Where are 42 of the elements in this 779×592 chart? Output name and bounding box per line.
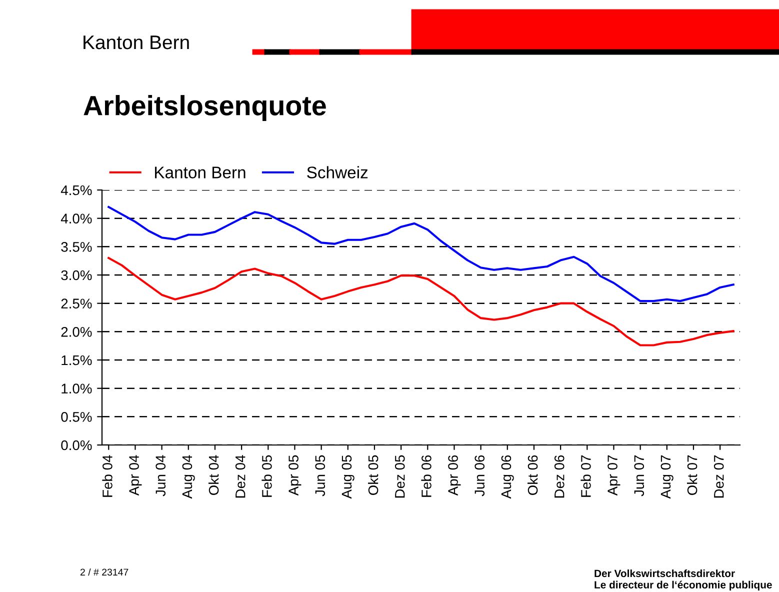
- text: Der Volkswirtschaftsdirektor Le directeur de l‘économie publique: [594, 569, 772, 591]
- x-tick-label: Jun 07: [634, 455, 644, 496]
- x-tick-label: Okt 07: [687, 455, 698, 495]
- line-series: [108, 256, 734, 346]
- y-tick-label: 3.0%: [61, 270, 92, 280]
- x-tick-label: Aug 07: [660, 455, 674, 499]
- x-tick-label: Aug 05: [342, 455, 354, 499]
- y-tick-label: 4.5%: [60, 185, 92, 196]
- y-tick-label: 3.5%: [61, 242, 92, 252]
- x-tick-label: Feb 05: [262, 455, 272, 497]
- x-tick-label: Dez 06: [554, 455, 564, 498]
- y-tick-label: 2.5%: [61, 298, 92, 309]
- x-tick-label: Jun 04: [156, 455, 166, 496]
- x-tick-label: Feb 06: [421, 455, 432, 497]
- y-tick-label: 0.0%: [61, 440, 92, 450]
- line-series: [108, 206, 734, 302]
- y-tick-label: 1.5%: [62, 355, 92, 366]
- y-tick-label: 4.0%: [60, 214, 92, 224]
- x-tick-label: Apr 07: [608, 455, 620, 496]
- x-tick-label: Dez 07: [714, 455, 724, 498]
- y-tick-label: 0.5%: [61, 412, 92, 422]
- text: 2 / # 23147: [80, 568, 128, 576]
- y-tick-label: 1.0%: [62, 384, 92, 394]
- x-tick-label: Dez 04: [235, 455, 246, 498]
- chart-title: Arbeitslosenquote: [84, 95, 326, 121]
- x-tick-label: Jun 06: [474, 455, 485, 496]
- x-tick-label: Okt 05: [368, 455, 378, 495]
- x-tick-label: Jun 05: [315, 455, 326, 496]
- legend-label: Schweiz: [307, 166, 368, 178]
- x-tick-label: Apr 05: [288, 455, 302, 496]
- x-tick-label: Okt 04: [208, 455, 219, 495]
- y-tick-label: 2.0%: [61, 327, 92, 337]
- x-tick-label: Feb 07: [580, 455, 591, 497]
- x-tick-label: Okt 06: [528, 455, 538, 495]
- text: Kanton Bern: [84, 36, 189, 50]
- x-tick-label: Aug 06: [501, 455, 514, 499]
- x-tick-label: Aug 04: [182, 455, 195, 499]
- x-tick-label: Dez 05: [394, 455, 405, 498]
- x-tick-label: Feb 04: [102, 455, 112, 497]
- legend-label: Kanton Bern: [155, 166, 246, 178]
- x-tick-label: Apr 04: [129, 455, 142, 496]
- x-tick-label: Apr 06: [448, 455, 461, 496]
